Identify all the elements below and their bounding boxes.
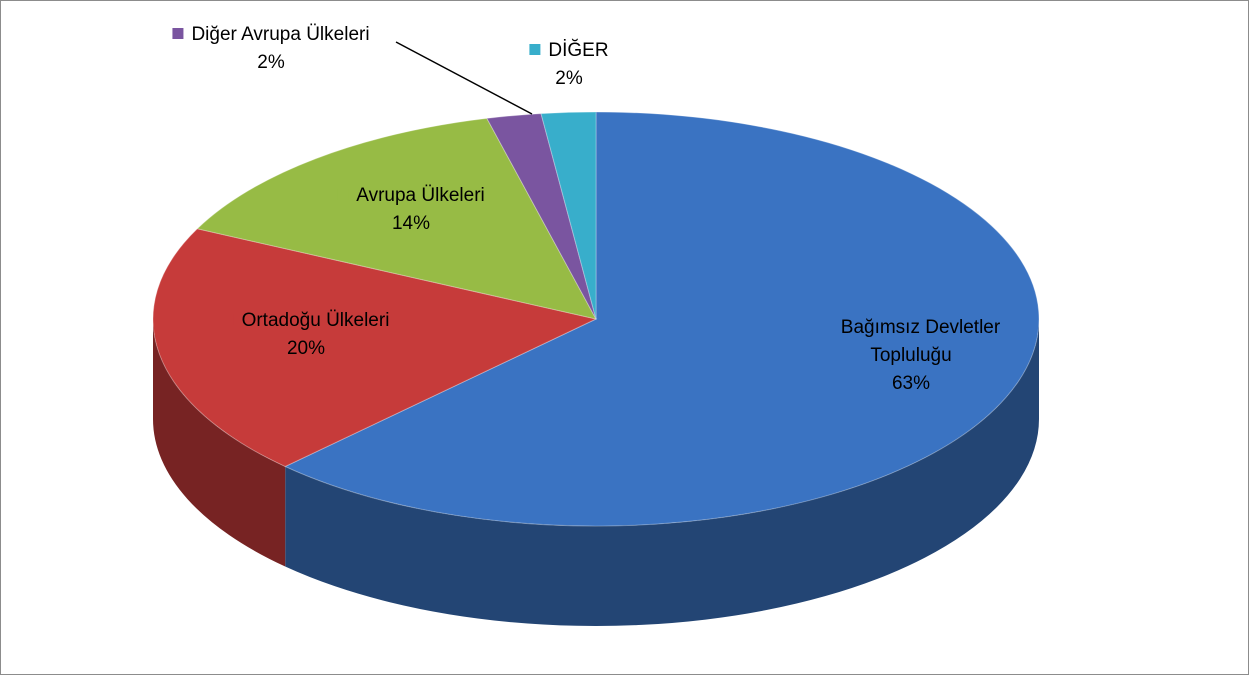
slice-side xyxy=(285,319,1039,626)
slice xyxy=(486,113,597,320)
sides xyxy=(153,319,1039,626)
slice xyxy=(284,111,1040,527)
slice xyxy=(540,111,597,320)
category-label: Avrupa Ülkeleri xyxy=(356,185,485,206)
value-label: 2% xyxy=(257,52,285,73)
category-label: DİĞER xyxy=(548,40,609,61)
data-label: Diğer Avrupa Ülkeleri 2% xyxy=(172,21,370,77)
category-label: Bağımsız Devletler Topluluğu xyxy=(840,317,1001,366)
slice xyxy=(152,228,598,468)
leader-line xyxy=(395,41,533,115)
data-label: Bağımsız Devletler Topluluğu 63% xyxy=(811,314,1011,398)
legend-key xyxy=(529,44,541,55)
data-label: Avrupa Ülkeleri 14% xyxy=(337,182,485,238)
legend-key xyxy=(172,28,184,39)
legend-key xyxy=(821,321,833,332)
value-label: 20% xyxy=(286,338,326,359)
slice-side xyxy=(153,319,286,567)
data-label: DİĞER 2% xyxy=(529,37,609,93)
category-label: Diğer Avrupa Ülkeleri xyxy=(191,24,370,45)
data-label: Ortadoğu Ülkeleri 20% xyxy=(222,307,390,363)
value-label: 63% xyxy=(891,373,931,394)
value-label: 2% xyxy=(555,68,583,89)
value-label: 14% xyxy=(391,213,431,234)
legend-key xyxy=(222,314,234,325)
slice xyxy=(196,117,597,320)
legend-key xyxy=(337,189,349,200)
category-label: Ortadoğu Ülkeleri xyxy=(241,310,390,331)
tops xyxy=(152,111,1040,527)
